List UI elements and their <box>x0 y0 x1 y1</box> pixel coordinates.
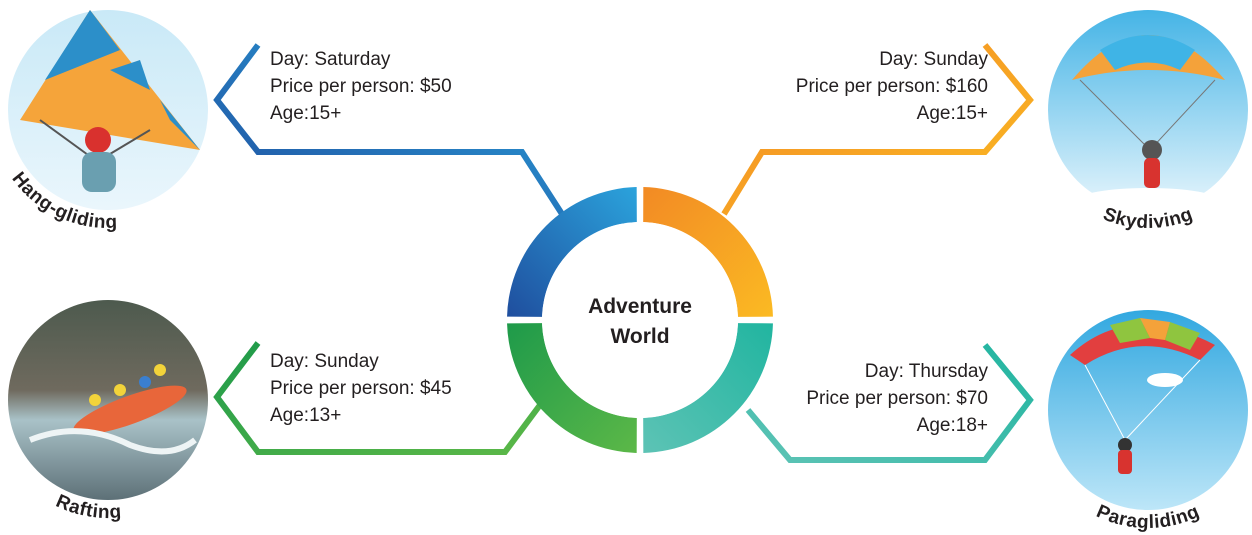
hang-gliding-image <box>8 10 208 210</box>
paragliding-image <box>1048 310 1248 510</box>
center-disc <box>542 222 738 418</box>
skydiving-image <box>1048 10 1248 212</box>
info-line: Day: Thursday <box>865 361 989 382</box>
info-line: Age:18+ <box>917 415 988 436</box>
info-line: Age:15+ <box>917 103 988 124</box>
info-line: Price per person: $50 <box>270 76 452 97</box>
info-line: Age:13+ <box>270 405 341 426</box>
connector <box>217 45 562 214</box>
info-line: Day: Sunday <box>879 49 988 70</box>
info-line: Price per person: $160 <box>796 76 988 97</box>
info-line: Age:15+ <box>270 103 341 124</box>
info-line: Day: Saturday <box>270 49 391 70</box>
connector <box>724 45 1030 214</box>
info-line: Price per person: $45 <box>270 378 452 399</box>
rafting-image <box>8 300 208 500</box>
center-title: World <box>610 325 669 348</box>
infographic: Adventure World Day: Saturday Price per p… <box>0 0 1252 535</box>
info-line: Day: Sunday <box>270 351 379 372</box>
info-line: Price per person: $70 <box>806 388 988 409</box>
center-title: Adventure <box>588 295 692 318</box>
